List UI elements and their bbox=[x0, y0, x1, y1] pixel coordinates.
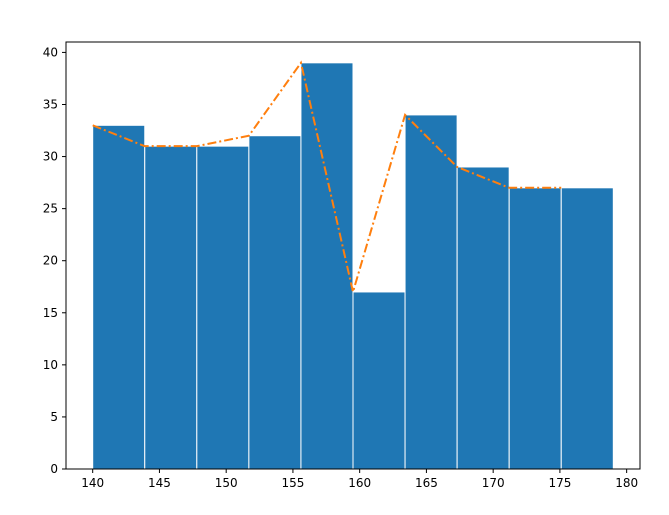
y-tick-label: 5 bbox=[50, 410, 58, 424]
y-tick-label: 25 bbox=[43, 202, 58, 216]
y-tick-label: 35 bbox=[43, 97, 58, 111]
bar bbox=[248, 135, 302, 470]
x-tick-label: 175 bbox=[548, 476, 571, 490]
x-tick-label: 165 bbox=[415, 476, 438, 490]
line-series bbox=[92, 60, 562, 296]
bar bbox=[560, 187, 614, 470]
bar bbox=[196, 145, 250, 470]
y-tick-label: 20 bbox=[43, 254, 58, 268]
bar bbox=[92, 124, 146, 470]
y-tick-label: 15 bbox=[43, 306, 58, 320]
bar bbox=[404, 114, 458, 470]
bar bbox=[352, 291, 406, 470]
y-tick-label: 40 bbox=[43, 45, 58, 59]
y-tick-label: 30 bbox=[43, 150, 58, 164]
x-axis: 140 145 150 155 160 165 170 175 180 bbox=[81, 469, 638, 490]
x-tick-label: 170 bbox=[482, 476, 505, 490]
bar bbox=[300, 62, 354, 470]
x-tick-label: 145 bbox=[148, 476, 171, 490]
x-tick-label: 155 bbox=[281, 476, 304, 490]
bar bbox=[508, 187, 562, 470]
x-tick-label: 150 bbox=[215, 476, 238, 490]
bars-group bbox=[92, 62, 614, 470]
bar bbox=[456, 166, 510, 470]
x-tick-label: 140 bbox=[81, 476, 104, 490]
line-series-group bbox=[92, 60, 562, 296]
x-tick-label: 160 bbox=[348, 476, 371, 490]
x-tick-label: 180 bbox=[615, 476, 638, 490]
bar bbox=[144, 145, 198, 470]
y-axis: 0 5 10 15 20 25 30 35 40 bbox=[43, 45, 66, 476]
y-tick-label: 0 bbox=[50, 462, 58, 476]
y-tick-label: 10 bbox=[43, 358, 58, 372]
plot-frame bbox=[65, 41, 641, 470]
